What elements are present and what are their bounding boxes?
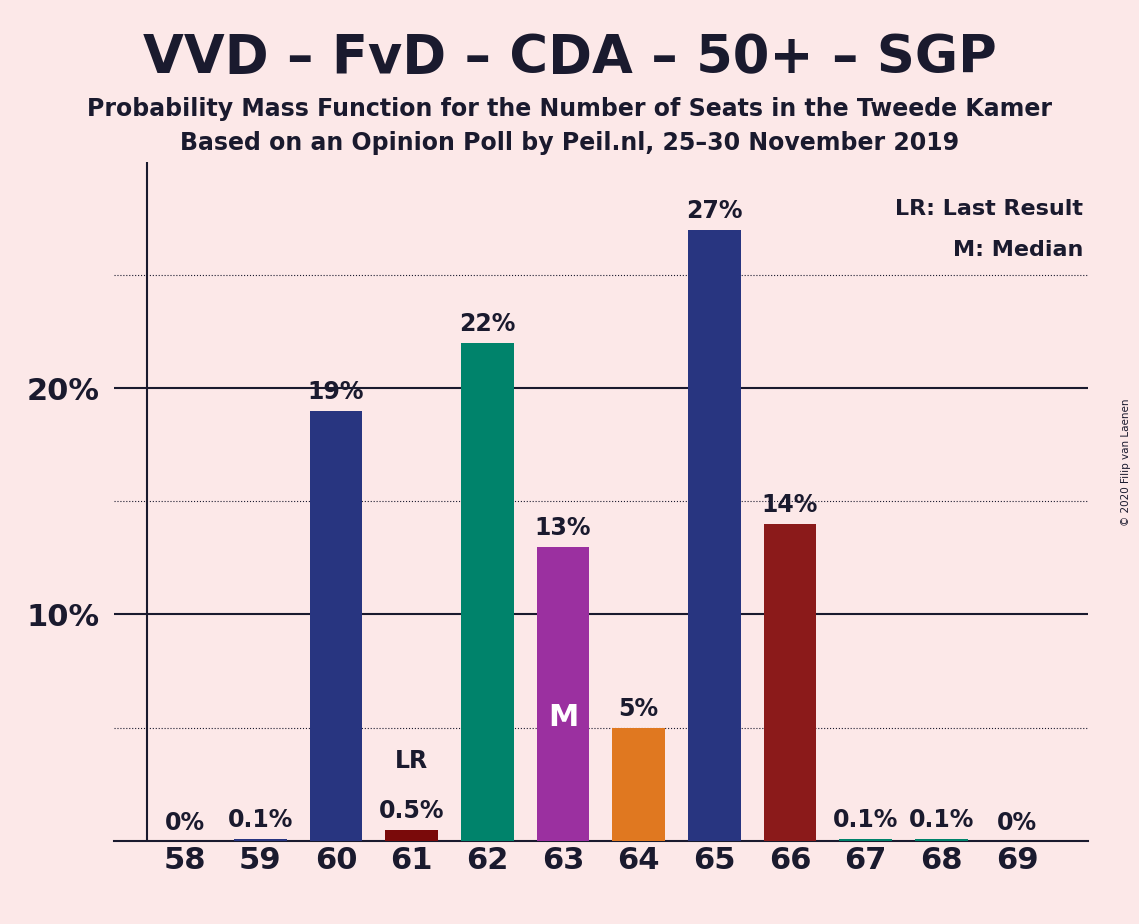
- Text: 27%: 27%: [686, 199, 743, 223]
- Text: 0%: 0%: [997, 811, 1036, 835]
- Text: LR: LR: [395, 749, 428, 772]
- Text: 0.1%: 0.1%: [833, 808, 899, 832]
- Text: LR: Last Result: LR: Last Result: [895, 199, 1083, 219]
- Text: M: Median: M: Median: [952, 240, 1083, 260]
- Text: © 2020 Filip van Laenen: © 2020 Filip van Laenen: [1121, 398, 1131, 526]
- Bar: [915, 839, 968, 841]
- Bar: [233, 839, 287, 841]
- Text: 0%: 0%: [165, 811, 205, 835]
- Text: Probability Mass Function for the Number of Seats in the Tweede Kamer: Probability Mass Function for the Number…: [87, 97, 1052, 121]
- Text: 22%: 22%: [459, 312, 516, 336]
- Bar: [461, 343, 514, 841]
- Bar: [839, 839, 892, 841]
- Text: 19%: 19%: [308, 380, 364, 404]
- Text: 13%: 13%: [534, 516, 591, 540]
- Text: M: M: [548, 703, 579, 732]
- Bar: [536, 547, 590, 841]
- Bar: [310, 411, 362, 841]
- Text: 14%: 14%: [762, 493, 818, 517]
- Bar: [612, 728, 665, 841]
- Bar: [688, 230, 740, 841]
- Text: VVD – FvD – CDA – 50+ – SGP: VVD – FvD – CDA – 50+ – SGP: [142, 32, 997, 84]
- Bar: [763, 524, 817, 841]
- Text: 0.5%: 0.5%: [379, 798, 444, 822]
- Bar: [385, 830, 439, 841]
- Text: Based on an Opinion Poll by Peil.nl, 25–30 November 2019: Based on an Opinion Poll by Peil.nl, 25–…: [180, 131, 959, 155]
- Text: 5%: 5%: [618, 697, 658, 721]
- Text: 0.1%: 0.1%: [909, 808, 974, 832]
- Text: 0.1%: 0.1%: [228, 808, 293, 832]
